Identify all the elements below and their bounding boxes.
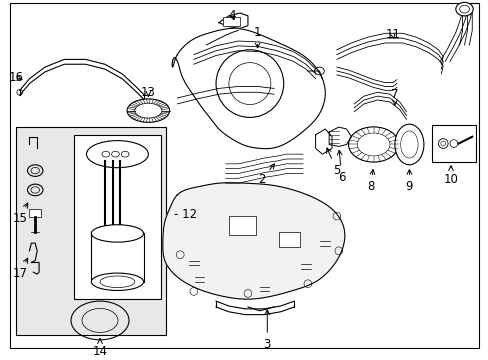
- Ellipse shape: [455, 3, 472, 16]
- Ellipse shape: [357, 133, 389, 156]
- Text: 4: 4: [228, 9, 236, 22]
- Text: 1: 1: [253, 26, 261, 48]
- Text: 8: 8: [366, 170, 374, 193]
- Bar: [91, 233, 143, 282]
- Ellipse shape: [127, 99, 169, 122]
- Text: 5: 5: [326, 148, 340, 177]
- Text: 14: 14: [92, 339, 107, 357]
- Polygon shape: [163, 183, 344, 299]
- Bar: [74, 135, 161, 299]
- Bar: [29, 209, 41, 217]
- Text: 17: 17: [12, 258, 28, 280]
- Circle shape: [216, 50, 283, 117]
- Polygon shape: [328, 127, 351, 147]
- Text: 11: 11: [385, 28, 400, 41]
- Bar: [278, 231, 300, 247]
- Text: 2: 2: [257, 164, 274, 186]
- Text: 13: 13: [141, 86, 156, 99]
- Text: 6: 6: [337, 150, 345, 184]
- Ellipse shape: [348, 127, 398, 162]
- Text: 16: 16: [8, 71, 23, 84]
- Bar: [228, 216, 255, 235]
- Ellipse shape: [91, 225, 143, 242]
- Polygon shape: [219, 13, 247, 28]
- Text: 10: 10: [443, 166, 457, 186]
- Text: 9: 9: [405, 170, 412, 193]
- Text: - 12: - 12: [174, 208, 197, 221]
- Polygon shape: [172, 28, 325, 149]
- Text: 3: 3: [263, 310, 270, 351]
- Ellipse shape: [91, 273, 143, 291]
- Text: 15: 15: [12, 203, 28, 225]
- Ellipse shape: [135, 103, 162, 118]
- Bar: [16, 127, 165, 335]
- Bar: [223, 17, 240, 26]
- Text: 7: 7: [390, 89, 398, 105]
- Bar: [431, 125, 475, 162]
- Polygon shape: [315, 129, 331, 154]
- Ellipse shape: [394, 124, 423, 165]
- Ellipse shape: [86, 141, 148, 168]
